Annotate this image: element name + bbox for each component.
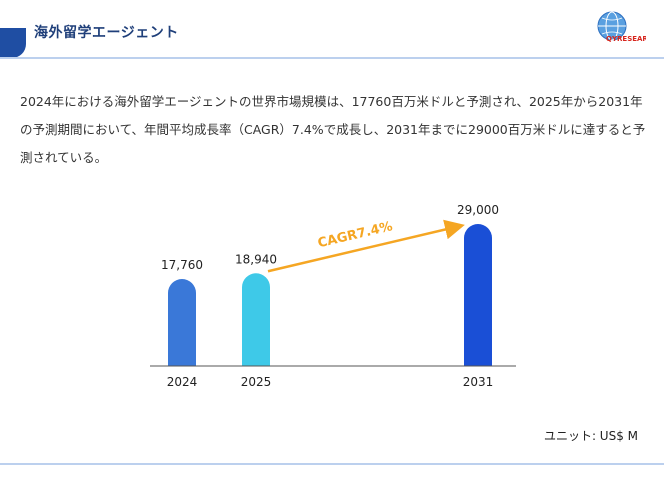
cagr-annotation: CAGR7.4% [316,219,394,251]
value-label-2025: 18,940 [235,252,277,266]
bar-2024 [168,279,196,366]
cagr-arrow [267,219,465,273]
market-size-bar-chart: 17,760 18,940 29,000 2024 2025 2031 CAGR7.4% [150,203,516,389]
footer-divider [0,463,664,465]
page-title: 海外留学エージェント [34,25,179,41]
tick-label-2025: 2025 [241,375,272,389]
globe-logo-icon: QYRESEARCH [597,11,659,43]
header-accent-bar [0,28,26,58]
value-label-2024: 17,760 [161,258,203,272]
tick-label-2024: 2024 [167,375,198,389]
summary-paragraph: 2024年における海外留学エージェントの世界市場規模は、17760百万米ドルと予… [20,94,646,165]
header-divider [0,57,664,59]
tick-label-2031: 2031 [463,375,494,389]
bar-2025 [242,273,270,366]
unit-note: ユニット: US$ M [543,429,638,443]
logo-text: QYRESEARCH [606,35,646,43]
value-label-2031: 29,000 [457,203,499,217]
bar-2031 [464,224,492,366]
qyresearch-logo: QYRESEARCH [594,8,659,50]
